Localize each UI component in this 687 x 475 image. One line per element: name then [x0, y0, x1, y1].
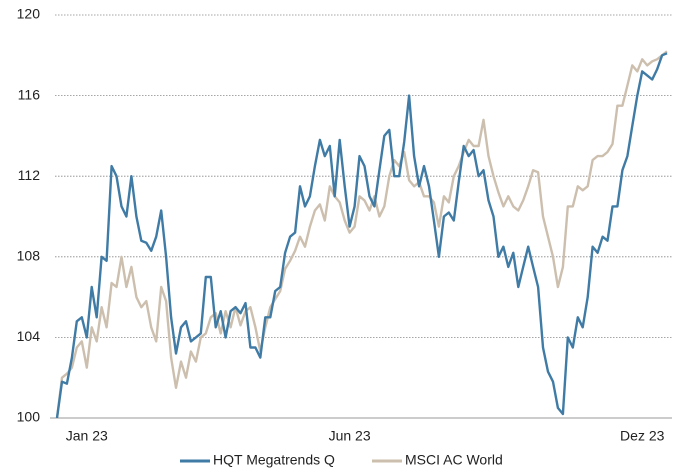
- y-tick-label: 112: [18, 167, 41, 183]
- y-tick-label: 104: [17, 328, 41, 344]
- y-tick-label: 100: [17, 409, 41, 425]
- legend-label: MSCI AC World: [405, 452, 503, 468]
- series-line: [55, 52, 668, 419]
- x-tick-label: Jan 23: [66, 428, 108, 444]
- y-tick-label: 120: [17, 6, 41, 22]
- x-tick-label: Dez 23: [620, 428, 665, 444]
- y-tick-label: 108: [17, 248, 41, 264]
- x-tick-label: Jun 23: [329, 428, 371, 444]
- legend-label: HQT Megatrends Q: [213, 452, 335, 468]
- y-tick-label: 116: [18, 86, 41, 102]
- series-line: [55, 50, 668, 419]
